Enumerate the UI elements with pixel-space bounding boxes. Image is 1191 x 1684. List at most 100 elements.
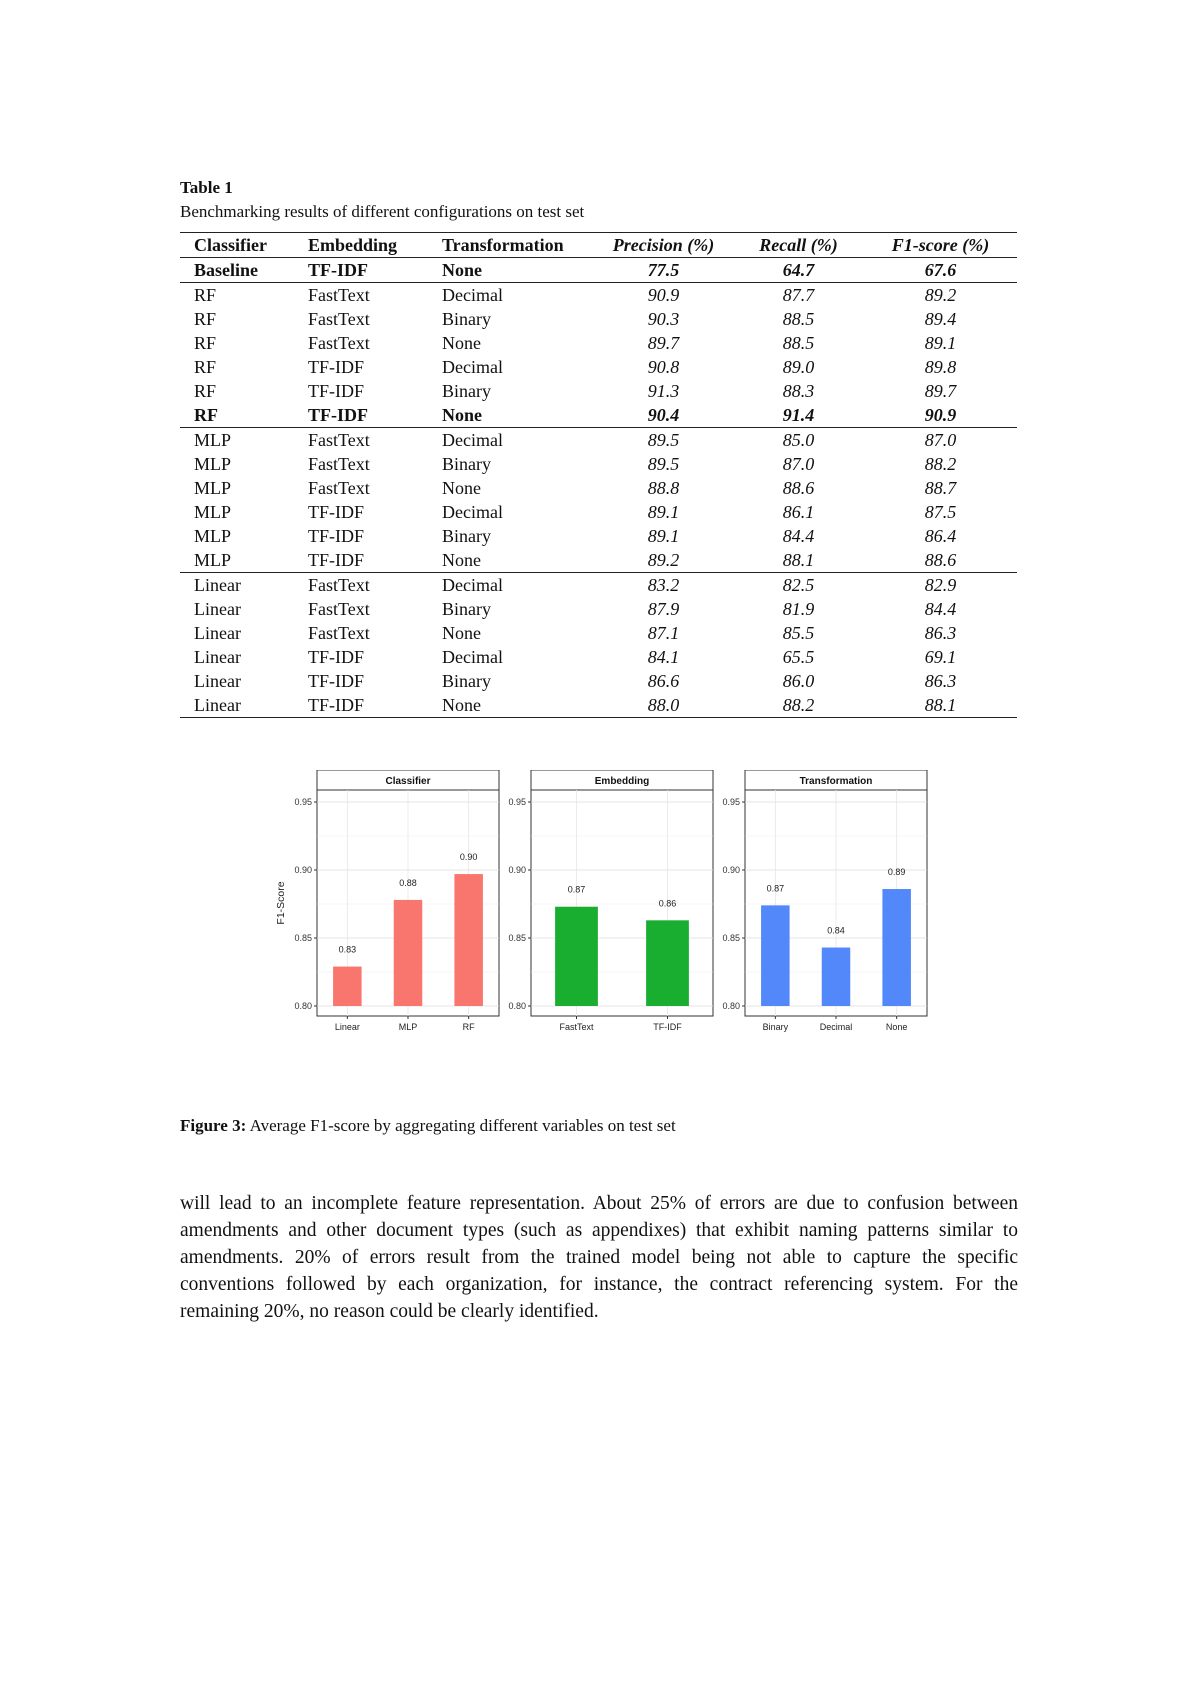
bar-value-label: 0.89	[888, 867, 906, 877]
y-tick-label: 0.95	[508, 797, 526, 807]
cell-embedding: TF-IDF	[308, 550, 365, 570]
cell-precision: 87.9	[647, 599, 680, 619]
cell-precision: 90.3	[647, 309, 680, 329]
cell-recall: 82.5	[782, 575, 815, 595]
cell-recall: 86.1	[782, 502, 815, 522]
cell-precision: 89.7	[647, 333, 680, 353]
cell-classifier: Linear	[194, 695, 241, 715]
cell-f1: 82.9	[924, 575, 957, 595]
cell-embedding: FastText	[308, 575, 370, 595]
y-tick-label: 0.80	[722, 1001, 740, 1011]
cell-classifier: Linear	[194, 623, 241, 643]
x-tick-label: MLP	[399, 1022, 418, 1032]
table-row: MLP FastText None 88.8 88.6 88.7	[180, 476, 1017, 500]
bar-decimal	[821, 947, 851, 1006]
cell-transformation: Decimal	[442, 357, 503, 377]
y-tick-label: 0.80	[508, 1001, 526, 1011]
table-caption: Table 1 Benchmarking results of differen…	[180, 176, 1020, 224]
cell-embedding: FastText	[308, 430, 370, 450]
cell-embedding: FastText	[308, 478, 370, 498]
cell-classifier: MLP	[194, 430, 232, 450]
cell-embedding: FastText	[308, 454, 370, 474]
cell-classifier: RF	[194, 357, 217, 377]
table-row: Baseline TF-IDF None 77.5 64.7 67.6	[180, 258, 1017, 283]
cell-precision: 89.5	[647, 454, 680, 474]
cell-f1: 87.5	[924, 502, 957, 522]
table-body: Baseline TF-IDF None 77.5 64.7 67.6 RF FastText…	[180, 258, 1017, 718]
x-tick-label: Binary	[763, 1022, 789, 1032]
y-tick-label: 0.85	[294, 933, 312, 943]
cell-precision: 89.5	[647, 430, 680, 450]
cell-embedding: TF-IDF	[308, 671, 365, 691]
cell-embedding: TF-IDF	[308, 647, 365, 667]
cell-recall: 64.7	[782, 260, 815, 280]
bar-value-label: 0.86	[659, 898, 677, 908]
cell-precision: 89.2	[647, 550, 680, 570]
cell-precision: 90.9	[647, 285, 680, 305]
y-axis-label: F1-Score	[275, 881, 287, 924]
cell-precision: 83.2	[647, 575, 680, 595]
cell-transformation: None	[442, 333, 481, 353]
cell-f1: 86.3	[924, 671, 957, 691]
y-tick-label: 0.90	[294, 865, 312, 875]
x-tick-label: TF-IDF	[653, 1022, 682, 1032]
bar-rf	[454, 874, 483, 1006]
cell-f1: 84.4	[924, 599, 957, 619]
cell-classifier: MLP	[194, 550, 232, 570]
cell-classifier: Linear	[194, 575, 241, 595]
x-tick-label: FastText	[559, 1022, 594, 1032]
cell-f1: 89.4	[924, 309, 957, 329]
cell-recall: 88.5	[782, 309, 815, 329]
cell-f1: 89.2	[924, 285, 957, 305]
cell-recall: 87.7	[782, 285, 815, 305]
cell-classifier: MLP	[194, 502, 232, 522]
f1-bar-charts: Classifier 0.80 0.85 0.90 0.95 0.83 Linear 0.88…	[275, 769, 928, 1032]
cell-transformation: Decimal	[442, 647, 503, 667]
cell-embedding: TF-IDF	[308, 695, 365, 715]
table-caption-text: Benchmarking results of different config…	[180, 202, 585, 221]
bar-linear	[333, 966, 362, 1006]
cell-embedding: FastText	[308, 333, 370, 353]
cell-precision: 89.1	[647, 502, 680, 522]
cell-recall: 86.0	[782, 671, 815, 691]
table-row: Linear TF-IDF None 88.0 88.2 88.1	[180, 693, 1017, 718]
cell-precision: 86.6	[647, 671, 680, 691]
cell-transformation: Binary	[442, 309, 491, 329]
cell-classifier: Linear	[194, 647, 241, 667]
cell-embedding: TF-IDF	[308, 357, 365, 377]
cell-transformation: Binary	[442, 671, 491, 691]
panel-title: Transformation	[800, 776, 873, 787]
table-row: Linear FastText None 87.1 85.5 86.3	[180, 621, 1017, 645]
cell-embedding: FastText	[308, 285, 370, 305]
cell-embedding: FastText	[308, 623, 370, 643]
bar-value-label: 0.87	[568, 885, 586, 895]
bar-tf-idf	[646, 920, 689, 1006]
figure-caption: Figure 3: Average F1-score by aggregatin…	[180, 1116, 676, 1136]
cell-classifier: RF	[194, 405, 218, 425]
cell-embedding: FastText	[308, 599, 370, 619]
cell-recall: 88.5	[782, 333, 815, 353]
cell-transformation: None	[442, 550, 481, 570]
cell-f1: 89.7	[924, 381, 957, 401]
cell-f1: 88.7	[924, 478, 957, 498]
y-tick-label: 0.85	[508, 933, 526, 943]
cell-embedding: TF-IDF	[308, 502, 365, 522]
cell-recall: 85.5	[782, 623, 815, 643]
cell-transformation: Decimal	[442, 502, 503, 522]
y-tick-label: 0.90	[508, 865, 526, 875]
table-row: Linear FastText Decimal 83.2 82.5 82.9	[180, 573, 1017, 598]
cell-recall: 88.3	[782, 381, 815, 401]
cell-precision: 88.8	[647, 478, 680, 498]
y-tick-label: 0.90	[722, 865, 740, 875]
table-header-row: Classifier Embedding Transformation Prec…	[180, 232, 1017, 258]
cell-embedding: FastText	[308, 309, 370, 329]
cell-classifier: Linear	[194, 599, 241, 619]
table-row: MLP FastText Decimal 89.5 85.0 87.0	[180, 428, 1017, 453]
table-row: Linear TF-IDF Decimal 84.1 65.5 69.1	[180, 645, 1017, 669]
bar-value-label: 0.84	[827, 926, 845, 936]
bar-mlp	[393, 899, 423, 1006]
bar-value-label: 0.90	[460, 852, 478, 862]
header-embedding: Embedding	[308, 235, 398, 255]
cell-precision: 91.3	[647, 381, 680, 401]
x-tick-label: Decimal	[820, 1022, 853, 1032]
